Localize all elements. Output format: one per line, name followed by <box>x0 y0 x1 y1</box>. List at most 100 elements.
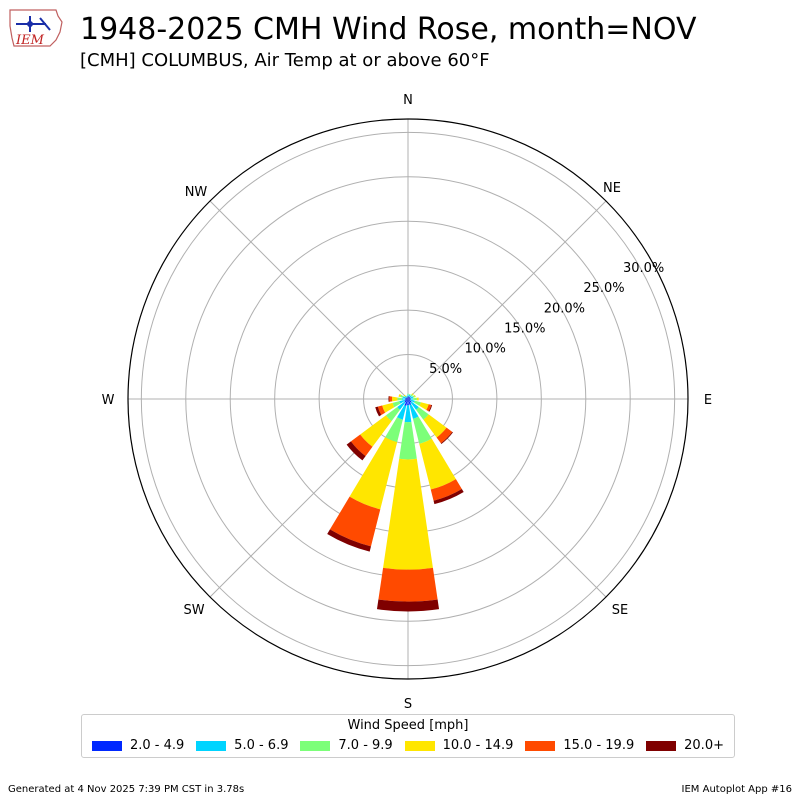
legend-swatch-3 <box>300 740 331 751</box>
bar-292.5-1 <box>405 397 408 399</box>
bar-0-2 <box>407 394 409 397</box>
bar-135-4 <box>423 414 447 438</box>
bar-0-3 <box>407 393 409 395</box>
bar-225-3 <box>385 406 401 422</box>
bar-45-1 <box>408 396 411 399</box>
bar-315-3 <box>404 395 406 397</box>
bar-270-3 <box>397 397 402 401</box>
bar-180-4 <box>383 458 433 570</box>
bar-135-5 <box>436 427 453 444</box>
bar-90-2 <box>410 398 414 400</box>
bar-202.5-5 <box>329 496 381 547</box>
bar-337.5-1 <box>407 397 408 399</box>
bar-337.5-3 <box>406 395 408 397</box>
direction-label-n: N <box>403 93 413 108</box>
bar-315-2 <box>405 396 407 398</box>
bar-112.5-2 <box>410 399 415 403</box>
bar-112.5-6 <box>428 404 433 412</box>
bar-247.5-2 <box>399 399 405 404</box>
legend-entry-5: 15.0 - 19.9 <box>525 738 634 753</box>
bar-202.5-4 <box>349 437 398 510</box>
legend-label-2: 5.0 - 6.9 <box>234 738 289 753</box>
legend-swatch-6 <box>646 740 677 751</box>
bar-180-5 <box>378 567 438 602</box>
chart-subtitle: [CMH] COLUMBUS, Air Temp at or above 60°… <box>80 50 490 71</box>
legend-swatch-4 <box>404 740 435 751</box>
legend-label-4: 10.0 - 14.9 <box>442 738 514 753</box>
bar-247.5-5 <box>377 405 386 415</box>
iem-logo: IEM <box>9 9 63 48</box>
bar-22.5-2 <box>408 394 411 397</box>
bar-292.5-4 <box>398 393 402 398</box>
grid-spoke-ne <box>407 200 607 400</box>
bar-90-4 <box>416 397 419 401</box>
bar-225-5 <box>350 434 373 457</box>
bar-157.5-6 <box>433 489 464 505</box>
bar-112.5-5 <box>426 404 432 412</box>
bar-202.5-2 <box>397 405 407 420</box>
legend-label-1: 2.0 - 4.9 <box>129 738 185 753</box>
bar-135-1 <box>408 399 412 403</box>
radial-tick-label-5: 25.0% <box>583 281 624 296</box>
legend-entry-2: 5.0 - 6.9 <box>196 738 288 753</box>
svg-text:IEM: IEM <box>15 33 45 48</box>
footer-app: IEM Autoplot App #16 <box>681 784 792 795</box>
direction-label-sw: SW <box>183 603 204 618</box>
bar-292.5-3 <box>400 394 404 398</box>
bar-202.5-3 <box>385 417 403 443</box>
radial-tick-label-6: 30.0% <box>623 261 664 276</box>
bar-315-1 <box>406 397 408 399</box>
legend-swatch-2 <box>196 740 227 751</box>
direction-label-ne: NE <box>603 181 621 196</box>
legend-swatch-5 <box>525 740 556 751</box>
direction-label-w: W <box>102 393 115 408</box>
bar-67.5-3 <box>412 395 415 398</box>
bar-270-5 <box>389 396 393 402</box>
legend-entry-3: 7.0 - 9.9 <box>300 738 393 753</box>
direction-label-se: SE <box>612 603 628 618</box>
bar-45-3 <box>410 394 413 397</box>
bar-202.5-1 <box>404 399 408 406</box>
grid-spoke-nw <box>209 200 409 400</box>
bar-270-2 <box>401 398 406 400</box>
legend-title: Wind Speed [mph] <box>347 718 469 733</box>
radial-tick-label-1: 5.0% <box>429 362 462 377</box>
bar-247.5-6 <box>375 406 382 417</box>
direction-label-e: E <box>704 393 712 408</box>
bar-45-4 <box>411 393 414 396</box>
bar-180-3 <box>399 421 417 460</box>
bar-22.5-3 <box>409 393 411 396</box>
bar-67.5-1 <box>408 397 411 399</box>
radial-tick-label-2: 10.0% <box>465 342 506 357</box>
bar-247.5-1 <box>404 399 408 401</box>
bar-157.5-3 <box>412 416 432 444</box>
bar-157.5-5 <box>430 479 462 501</box>
chart-title: 1948-2025 CMH Wind Rose, month=NOV <box>80 12 697 47</box>
legend-items: 2.0 - 4.9 5.0 - 6.9 7.0 - 9.9 10.0 - 14.… <box>82 738 734 753</box>
legend: Wind Speed [mph] 2.0 - 4.9 5.0 - 6.9 7.0… <box>81 714 735 758</box>
bar-270-1 <box>405 398 408 400</box>
bar-337.5-2 <box>406 396 408 398</box>
outer-circle <box>127 118 689 680</box>
bar-22.5-1 <box>408 396 410 399</box>
legend-swatch-1 <box>91 740 122 751</box>
bar-292.5-2 <box>402 396 406 399</box>
bar-225-1 <box>404 399 408 403</box>
bar-157.5-2 <box>409 404 419 419</box>
bar-225-6 <box>346 441 366 461</box>
bar-135-3 <box>415 406 429 420</box>
direction-label-s: S <box>404 697 412 712</box>
bar-270-4 <box>391 396 398 402</box>
bar-180-2 <box>404 405 412 423</box>
legend-label-6: 20.0+ <box>684 738 724 753</box>
legend-label-5: 15.0 - 19.9 <box>563 738 635 753</box>
radial-tick-label-3: 15.0% <box>504 321 545 336</box>
bar-270-6 <box>388 396 390 402</box>
legend-label-3: 7.0 - 9.9 <box>338 738 393 753</box>
bar-67.5-4 <box>414 394 416 398</box>
legend-entry-4: 10.0 - 14.9 <box>404 738 514 753</box>
legend-entry-1: 2.0 - 4.9 <box>91 738 185 753</box>
bar-247.5-3 <box>392 401 401 408</box>
direction-label-nw: NW <box>185 185 208 200</box>
